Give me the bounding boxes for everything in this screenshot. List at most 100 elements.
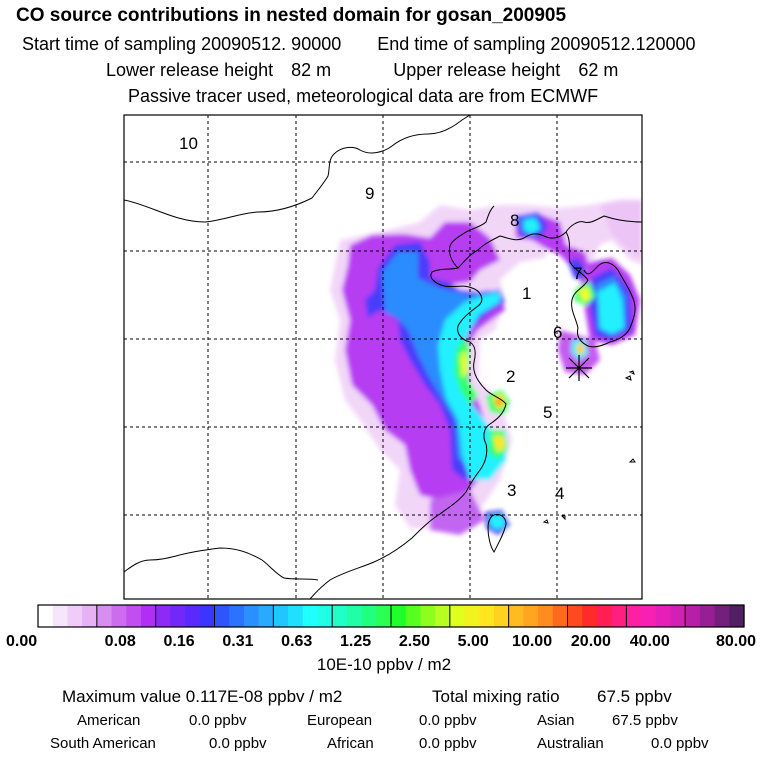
colorbar-swatch — [96, 605, 113, 627]
tracer-note: Passive tracer used, meteorological data… — [128, 86, 599, 106]
colorbar-tick-label: 0.08 — [105, 633, 136, 650]
colorbar-swatch — [479, 605, 495, 627]
colorbar-swatch — [714, 605, 730, 627]
colorbar-swatch — [582, 605, 598, 627]
colorbar-swatch — [391, 605, 407, 627]
colorbar-tick-label: 2.50 — [399, 633, 430, 650]
region-label-9: 9 — [365, 184, 374, 203]
coast-north — [124, 115, 471, 223]
lower-label: Lower release height — [106, 60, 274, 80]
coast-west-2 — [261, 559, 319, 581]
colorbar-swatch — [155, 605, 171, 627]
colorbar-swatch — [699, 605, 716, 627]
receptor-star-icon — [566, 355, 592, 381]
contrib-value: 0.0 ppbv — [209, 735, 267, 752]
contrib-name: Asian — [537, 712, 575, 729]
colorbar-swatch — [185, 605, 201, 627]
colorbar-swatch — [126, 605, 142, 627]
lower-value: 82 m — [291, 60, 332, 80]
concentration-field — [330, 200, 642, 535]
colorbar-swatch — [82, 605, 98, 627]
colorbar-swatch — [288, 605, 304, 627]
colorbar-swatch — [67, 605, 83, 627]
region-label-10: 10 — [179, 134, 198, 153]
max-value-line: Maximum value 0.117E-08 ppbv / m2 — [62, 687, 342, 707]
field-orange — [495, 398, 502, 406]
colorbar-swatch — [420, 605, 436, 627]
total-mixing-line: Total mixing ratio 67.5 ppbv — [432, 687, 672, 707]
map-frame — [123, 114, 643, 600]
colorbar-swatch — [729, 605, 745, 627]
colorbar-swatch — [523, 605, 539, 627]
colorbar-tick-label: 1.25 — [340, 633, 371, 650]
start-value: 20090512. 90000 — [201, 34, 342, 54]
colorbar-tick-label: 10.00 — [512, 633, 552, 650]
region-label-2: 2 — [506, 367, 515, 386]
field-yellow-5 — [576, 344, 584, 354]
contrib-name: African — [327, 735, 374, 752]
region-labels: 1 2 3 4 5 6 7 8 9 10 — [179, 134, 582, 503]
upper-value: 62 m — [578, 60, 619, 80]
colorbar-swatch — [464, 605, 480, 627]
colorbar-swatch — [552, 605, 569, 627]
contrib-value: 0.0 ppbv — [651, 735, 709, 752]
colorbar-swatch — [302, 605, 319, 627]
units-label: 10E-10 ppbv / m2 — [317, 655, 451, 674]
colorbar-swatch — [273, 605, 289, 627]
coast-taiwan — [487, 513, 507, 553]
release-height-line: Lower release height 82 m Upper release … — [106, 60, 618, 81]
sampling-time-line: Start time of sampling 20090512. 90000 E… — [22, 34, 696, 55]
field-cyan-2 — [598, 283, 624, 334]
colorbar-swatch — [346, 605, 363, 627]
colorbar-swatch — [493, 605, 510, 627]
field-yellow-3 — [493, 436, 505, 452]
coast-peninsula — [449, 205, 495, 269]
field-yellow — [460, 350, 468, 378]
region-label-4: 4 — [555, 484, 564, 503]
end-value: 20090512.120000 — [550, 34, 696, 54]
colorbar — [38, 605, 745, 627]
colorbar-swatch — [140, 605, 157, 627]
field-cyan-4 — [489, 514, 506, 530]
colorbar-swatch — [229, 605, 245, 627]
region-label-5: 5 — [543, 403, 552, 422]
grid-lines — [124, 115, 642, 599]
colorbar-tick-label: 0.63 — [281, 633, 312, 650]
colorbar-swatch — [52, 605, 69, 627]
colorbar-swatch — [655, 605, 672, 627]
colorbar-tick-label: 5.00 — [458, 633, 489, 650]
upper-label: Upper release height — [393, 60, 561, 80]
region-label-3: 3 — [507, 481, 516, 500]
colorbar-swatch — [538, 605, 554, 627]
max-label: Maximum value — [62, 687, 182, 706]
colorbar-swatch — [361, 605, 377, 627]
colorbar-tick-label: 0.16 — [164, 633, 195, 650]
colorbar-swatch — [258, 605, 274, 627]
total-label: Total mixing ratio — [432, 687, 560, 706]
coast-korea — [565, 231, 636, 348]
colorbar-tick-label: 20.00 — [571, 633, 611, 650]
region-label-8: 8 — [510, 211, 519, 230]
region-label-7: 7 — [573, 264, 582, 283]
colorbar-tick-label: 40.00 — [630, 633, 670, 650]
chart-title: CO source contributions in nested domain… — [16, 5, 567, 26]
colorbar-swatch — [641, 605, 657, 627]
contrib-name: American — [77, 712, 141, 729]
colorbar-tick-label: 0.31 — [222, 633, 253, 650]
max-value: 0.117E-08 ppbv / m2 — [185, 687, 343, 706]
colorbar-swatch — [435, 605, 451, 627]
field-violet-5 — [430, 490, 485, 535]
coast-china-east — [309, 215, 642, 599]
field-blue-2 — [568, 258, 586, 280]
colorbar-swatch — [626, 605, 642, 627]
field-cyan-3 — [524, 218, 540, 234]
colorbar-swatch — [685, 605, 701, 627]
colorbar-swatch — [317, 605, 333, 627]
colorbar-swatch — [449, 605, 466, 627]
contrib-value: 0.0 ppbv — [419, 735, 477, 752]
colorbar-swatch — [332, 605, 348, 627]
contrib-name: European — [307, 712, 373, 729]
colorbar-swatch — [243, 605, 260, 627]
region-label-1: 1 — [522, 284, 531, 303]
